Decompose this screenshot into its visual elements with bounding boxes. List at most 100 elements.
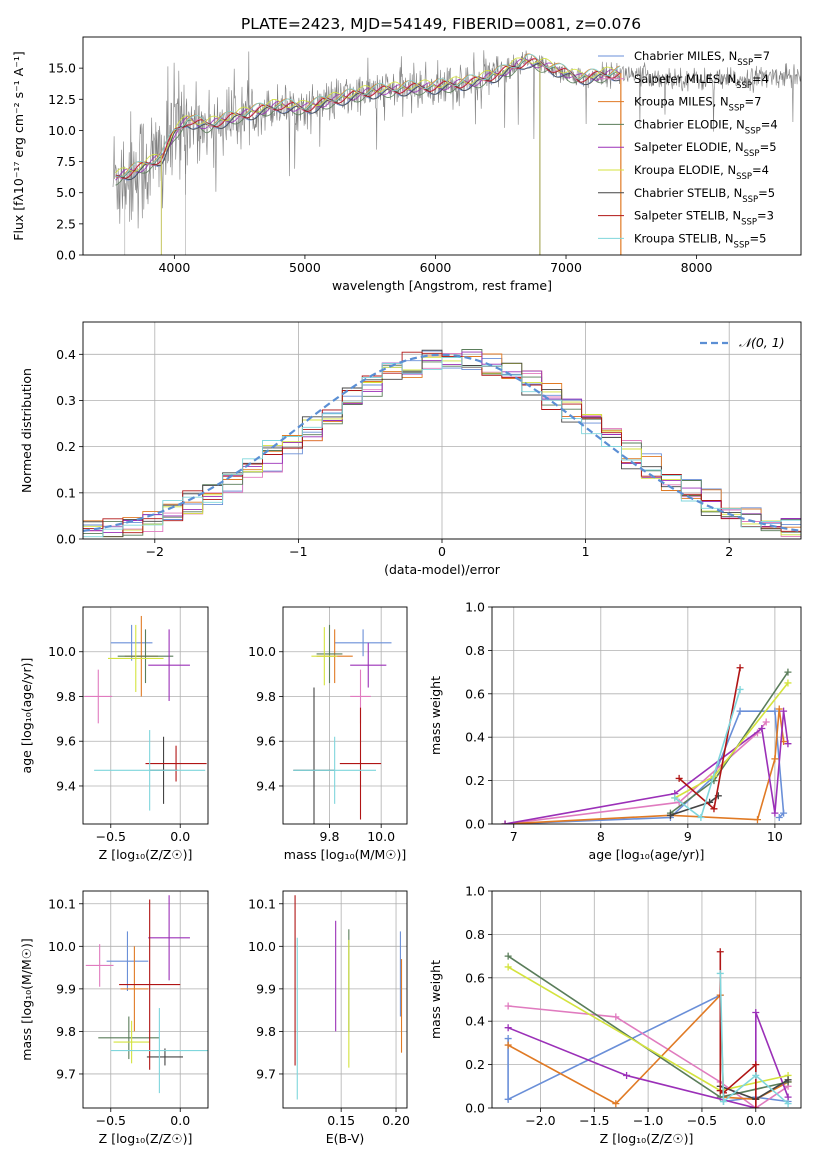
x-tick-label: 9: [684, 829, 692, 844]
legend-subscript: SSP: [736, 81, 752, 91]
x-tick-label: 0.0: [746, 1113, 766, 1128]
errorbar-point: [311, 627, 338, 686]
axes-frame: [282, 606, 408, 825]
y-tick-label: 0.2: [56, 439, 76, 454]
model-spectrum-line: [115, 62, 621, 180]
weight-point-marker: [780, 707, 788, 715]
y-tick-label: 9.9: [256, 981, 276, 996]
y-axis-label: mass [log₁₀(M/M☉)]: [19, 938, 34, 1060]
model-spectrum-line: [115, 58, 621, 179]
legend-label: Kroupa MILES, N: [634, 95, 729, 109]
weight-point-marker: [504, 963, 512, 971]
weight-vs-metallicity-panel: −2.0 −1.5 −1.0 −0.5 0.0 0.0 0.2 0.4 0.6 0.8 1.0 Z […: [428, 884, 802, 1146]
x-tick-label: 0.0: [170, 1113, 190, 1128]
y-tick-label: 0.6: [465, 686, 485, 701]
x-axis-label: age [log₁₀(age/yr)]: [589, 847, 705, 862]
errorbar-point: [84, 669, 113, 724]
y-axis-label: age [log₁₀(age/yr)]: [19, 658, 34, 774]
residual-histogram-step: [83, 357, 801, 539]
x-tick-label: 8: [597, 829, 605, 844]
mass-vs-extinction-panel: 0.15 0.20 9.7 9.8 9.9 10.0 10.1 E(B-V): [248, 890, 410, 1146]
weight-point-marker: [716, 969, 724, 977]
axes-frame: [491, 890, 802, 1109]
weight-point-marker: [612, 1100, 620, 1108]
y-tick-label: 0.3: [56, 393, 76, 408]
legend-entry: Kroupa MILES, NSSP=7: [634, 95, 761, 114]
y-tick-label: 10.0: [48, 123, 76, 138]
x-tick-label: 10.0: [367, 829, 395, 844]
legend-entry: Chabrier STELIB, NSSP=5: [634, 186, 775, 205]
age-vs-mass-panel: 9.8 10.0 9.4 9.6 9.8 10.0 mass [log₁₀(M/M☉)]: [248, 606, 408, 862]
y-tick-label: 7.5: [56, 154, 76, 169]
y-tick-label: 1.0: [465, 884, 485, 899]
weight-series-line: [504, 711, 789, 824]
y-tick-label: 0.4: [465, 730, 485, 745]
weight-point-marker: [504, 1024, 512, 1032]
y-tick-label: 9.6: [256, 734, 276, 749]
histogram-plot-area: [83, 349, 801, 539]
y-tick-label: 9.8: [256, 689, 276, 704]
x-tick-label: −0.5: [96, 829, 126, 844]
x-tick-label: 6000: [420, 260, 452, 275]
x-tick-label: −2: [146, 544, 164, 559]
y-tick-label: 0.0: [56, 248, 76, 263]
y-tick-label: 9.7: [56, 1066, 76, 1081]
legend-label: Salpeter ELODIE, N: [634, 140, 744, 154]
legend-tail: =7: [744, 95, 761, 109]
y-tick-label: 0.0: [56, 532, 76, 547]
legend-label: Chabrier ELODIE, N: [634, 117, 745, 131]
y-tick-label: 0.0: [465, 817, 485, 832]
errorbar-point: [108, 624, 164, 693]
x-axis-label: Z [log₁₀(Z/Z☉)]: [99, 1131, 193, 1146]
x-tick-label: 9.8: [320, 829, 340, 844]
y-tick-label: 10.0: [48, 644, 76, 659]
y-tick-label: 0.8: [465, 643, 485, 658]
weight-plot-area: [504, 948, 792, 1108]
weight-point-marker: [771, 707, 779, 715]
weight-vs-age-panel: 7 8 9 10 0.0 0.2 0.4 0.6 0.8 1.0 age [log₁₀(age/yr…: [428, 600, 802, 862]
y-tick-label: 10.1: [48, 896, 76, 911]
errorbar-point: [117, 629, 174, 684]
weight-plot-area: [501, 664, 792, 824]
x-tick-label: 10: [767, 829, 783, 844]
y-tick-label: 9.8: [56, 689, 76, 704]
errorbar-point: [98, 1016, 160, 1060]
errorbar-point: [110, 1008, 208, 1094]
errorbar-plot-area: [293, 624, 392, 824]
axes-frame: [82, 890, 209, 1109]
errorbar-point: [145, 745, 207, 782]
y-tick-label: 0.6: [465, 970, 485, 985]
weight-point-marker: [504, 1095, 512, 1103]
model-spectrum-line: [115, 62, 621, 181]
weight-point-marker: [784, 679, 792, 687]
weight-point-marker: [784, 1100, 792, 1108]
legend-entry: Salpeter ELODIE, NSSP=5: [634, 140, 777, 159]
normal-reference-curve: [83, 353, 801, 532]
y-tick-label: 2.5: [56, 216, 76, 231]
x-tick-label: −2.0: [525, 1113, 555, 1128]
figure-title: PLATE=2423, MJD=54149, FIBERID=0081, z=0…: [241, 15, 641, 33]
x-axis-label: (data-model)/error: [384, 562, 501, 577]
legend-subscript: SSP: [744, 149, 760, 159]
x-tick-label: −1: [289, 544, 307, 559]
legend-subscript: SSP: [742, 195, 758, 205]
y-tick-label: 10.1: [248, 896, 276, 911]
legend-tail: =3: [757, 209, 774, 223]
y-tick-label: 9.8: [56, 1024, 76, 1039]
x-tick-label: 7000: [550, 260, 582, 275]
x-tick-label: 7: [510, 829, 518, 844]
residuals-panel: −2 −1 0 1 2 0.0 0.1 0.2 0.3 0.4 (data-model)/error…: [19, 321, 802, 577]
legend-tail: =4: [752, 163, 769, 177]
errorbar-point: [120, 946, 149, 1032]
y-axis-label: mass weight: [428, 676, 443, 755]
y-tick-label: 9.9: [56, 981, 76, 996]
weight-point-marker: [671, 794, 679, 802]
weight-point-marker: [784, 1093, 792, 1101]
axes-frame: [82, 36, 802, 256]
y-tick-label: 0.4: [465, 1014, 485, 1029]
legend-entry: Salpeter STELIB, NSSP=3: [634, 209, 774, 228]
y-tick-label: 9.7: [256, 1066, 276, 1081]
errorbar-plot-area: [85, 895, 208, 1094]
y-tick-label: 0.1: [56, 485, 76, 500]
axes-frame: [82, 321, 802, 540]
